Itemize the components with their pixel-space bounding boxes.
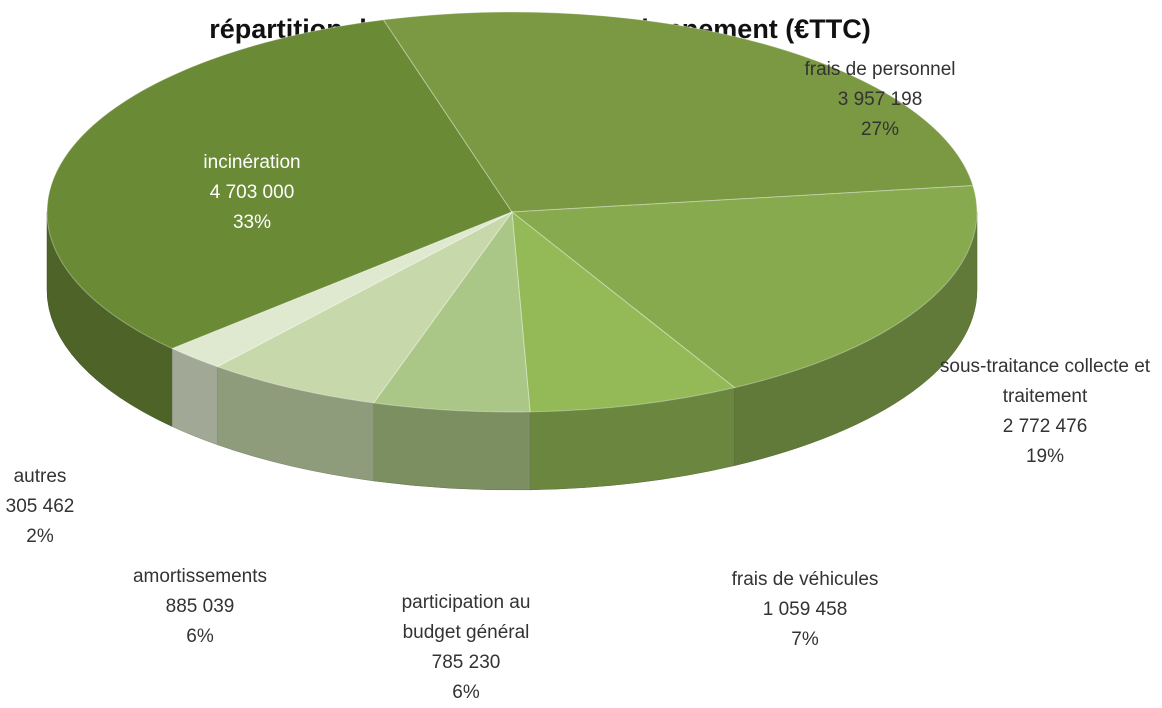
data-label: sous-traitance collecte et traitement 2 7… (920, 352, 1162, 472)
slice (382, 11, 974, 213)
value-label: 4 703 000 (209, 182, 295, 203)
slice (510, 185, 978, 389)
category-label: incinération (203, 152, 301, 173)
slice (511, 210, 736, 413)
slice (171, 211, 513, 368)
value-label: 305 462 (5, 496, 75, 517)
category-label: frais de véhicules (731, 569, 879, 590)
percent-label: 27% (860, 119, 900, 140)
data-label: amortissements 885 039 6% (90, 562, 310, 652)
category-label: frais de personnel (804, 59, 956, 80)
percent-label: 19% (1025, 446, 1065, 467)
value-label: 3 957 198 (837, 89, 923, 110)
value-label: 1 059 458 (762, 599, 848, 620)
percent-label: 7% (791, 629, 819, 650)
data-label: participation au budget général 785 230 6% (376, 588, 556, 708)
value-label: 885 039 (165, 596, 235, 617)
data-label: frais de personnel 3 957 198 27% (750, 55, 1010, 145)
data-label: autres 305 462 2% (0, 462, 85, 552)
slice (216, 211, 513, 404)
percent-label: 6% (452, 682, 480, 703)
percent-label: 6% (186, 626, 214, 647)
slice (372, 210, 531, 413)
data-label: incinération 4 703 000 33% (152, 148, 352, 238)
category-label: sous-traitance collecte et traitement (939, 356, 1151, 407)
category-label: autres (13, 466, 67, 487)
category-label: participation au budget général (401, 592, 531, 643)
percent-label: 33% (232, 212, 272, 233)
category-label: amortissements (132, 566, 268, 587)
value-label: 785 230 (431, 652, 501, 673)
slice-side (373, 402, 531, 491)
value-label: 2 772 476 (1002, 416, 1088, 437)
percent-label: 2% (26, 526, 54, 547)
slice (46, 19, 513, 350)
data-label: frais de véhicules 1 059 458 7% (695, 565, 915, 655)
